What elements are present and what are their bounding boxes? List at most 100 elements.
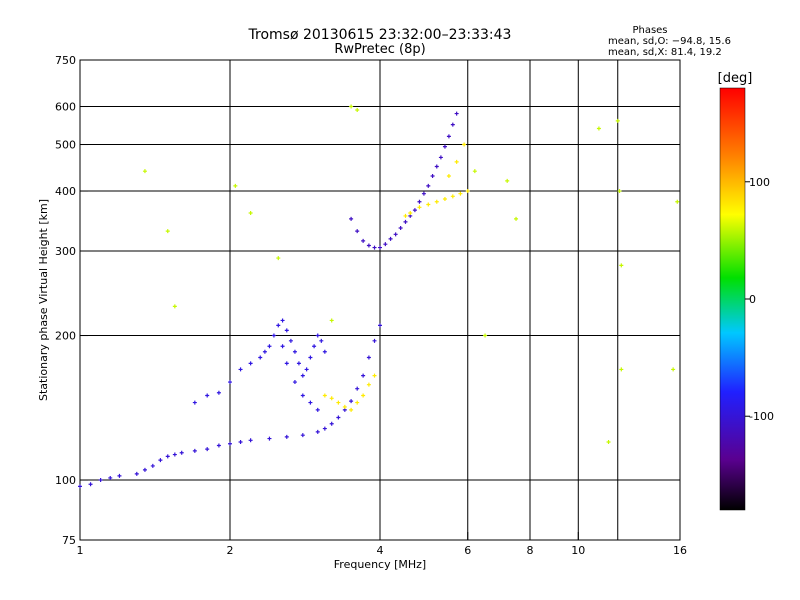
data-point [205, 447, 210, 452]
data-point [446, 173, 451, 178]
data-point [292, 349, 297, 354]
y-tick-label: 75 [62, 534, 76, 547]
data-point [322, 349, 327, 354]
data-point [158, 458, 163, 463]
colorbar-ticks: -100 0 100 [745, 176, 774, 423]
data-point [315, 429, 320, 434]
data-point [434, 199, 439, 204]
data-point [450, 122, 455, 127]
data-point [308, 400, 313, 405]
data-point [366, 355, 371, 360]
x-tick-label: 16 [673, 544, 687, 557]
data-point [258, 355, 263, 360]
data-point [606, 440, 611, 445]
data-point [355, 400, 360, 405]
data-point [280, 318, 285, 323]
data-point [228, 441, 232, 446]
x-tick-label: 8 [527, 544, 534, 557]
grid-lines [80, 60, 680, 540]
data-point [179, 450, 184, 455]
data-point [417, 199, 422, 204]
data-point [403, 219, 408, 224]
y-tick-label: 100 [55, 474, 76, 487]
data-point [393, 232, 398, 237]
data-point [412, 208, 417, 213]
data-point [417, 205, 422, 210]
data-point [267, 344, 272, 349]
data-point [355, 108, 360, 113]
data-point [403, 213, 408, 218]
data-point [288, 338, 293, 343]
y-tick-label: 600 [55, 101, 76, 114]
data-point [271, 333, 276, 338]
x-tick-label: 4 [377, 544, 384, 557]
data-point [434, 164, 439, 169]
data-point [172, 452, 177, 457]
colorbar-tick-label: 100 [749, 176, 770, 189]
data-point [88, 482, 93, 487]
data-point [308, 355, 313, 360]
y-axis-label: Stationary phase Virtual Height [km] [37, 199, 50, 401]
data-point [372, 338, 377, 343]
data-point [671, 367, 676, 372]
data-point [336, 415, 341, 420]
data-point [398, 226, 403, 231]
data-point [134, 471, 139, 476]
data-point [442, 197, 447, 202]
data-point [192, 400, 197, 405]
y-tick-label: 400 [55, 185, 76, 198]
data-point [315, 333, 320, 338]
data-point [329, 318, 334, 323]
data-point [450, 194, 455, 199]
phases-title: Phases [632, 25, 667, 36]
data-point [388, 236, 393, 241]
data-point [228, 380, 232, 385]
x-tick-label: 10 [571, 544, 585, 557]
data-point [408, 211, 413, 216]
axis-ticks: 1 2 4 6 8 10 16 75 100 200 300 400 500 600 750 [55, 54, 687, 557]
data-point [280, 344, 285, 349]
data-point [349, 216, 354, 221]
data-point [342, 404, 347, 409]
data-point [372, 245, 377, 250]
data-point [596, 126, 601, 131]
x-tick-label: 6 [464, 544, 471, 557]
data-point [284, 328, 289, 333]
data-point [216, 390, 221, 395]
data-point [205, 393, 210, 398]
phases-x-stats: mean, sd,X: 81.4, 19.2 [608, 47, 722, 58]
data-point [117, 473, 122, 478]
colorbar [719, 87, 746, 511]
data-point [315, 407, 320, 412]
data-point [366, 243, 371, 248]
data-point [349, 399, 354, 404]
data-point [426, 202, 431, 207]
data-point [483, 333, 488, 338]
y-tick-label: 200 [55, 330, 76, 343]
data-point [366, 382, 371, 387]
data-point [312, 344, 317, 349]
data-point [472, 169, 477, 174]
data-point [267, 436, 272, 441]
data-point [300, 433, 305, 438]
data-point [349, 407, 354, 412]
data-point [361, 373, 366, 378]
data-point [262, 349, 267, 354]
data-point [372, 373, 377, 378]
data-point [192, 448, 197, 453]
data-point [438, 155, 443, 160]
y-tick-label: 750 [55, 54, 76, 67]
data-point [421, 191, 426, 196]
data-point [505, 178, 510, 183]
data-point [446, 134, 451, 139]
data-point [142, 467, 147, 472]
y-tick-label: 500 [55, 139, 76, 152]
data-point [430, 173, 435, 178]
data-point [378, 323, 382, 328]
data-point [248, 438, 253, 443]
data-point [319, 338, 324, 343]
data-point [322, 426, 327, 431]
colorbar-label: [deg] [718, 71, 753, 86]
data-point [454, 159, 459, 164]
